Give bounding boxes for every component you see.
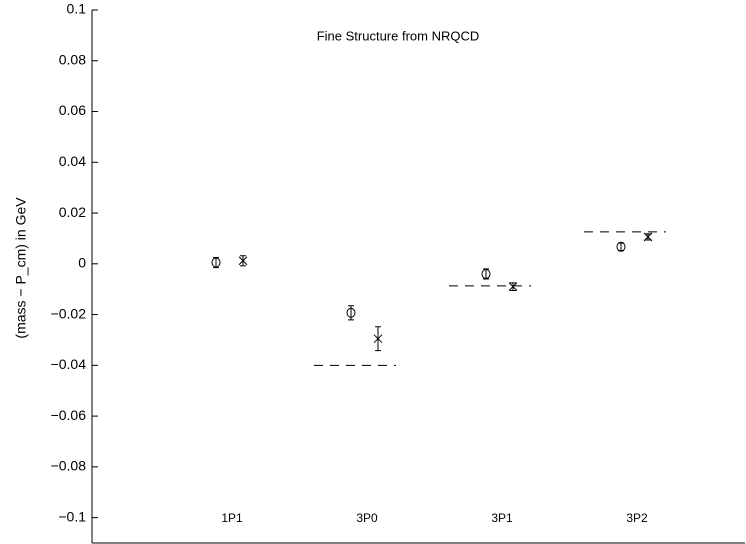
- circle-marker: [346, 307, 356, 318]
- x-marker: [238, 256, 248, 266]
- y-tick-label: −0.04: [51, 356, 87, 372]
- x-marker: [373, 334, 383, 344]
- x-tick-label: 3P1: [491, 511, 513, 525]
- y-tick-label: 0.02: [59, 204, 86, 220]
- error-bar: [618, 242, 624, 252]
- x-marker: [508, 282, 518, 292]
- y-tick-label: 0.08: [59, 51, 86, 67]
- x-tick-label: 3P0: [356, 511, 378, 525]
- circle-marker: [481, 268, 491, 279]
- y-tick-label: −0.08: [51, 458, 87, 474]
- circle-marker: [211, 257, 221, 268]
- y-tick-label: 0.06: [59, 102, 86, 118]
- x-tick-label: 1P1: [221, 511, 243, 525]
- y-tick-label: −0.1: [58, 508, 86, 524]
- chart-title: Fine Structure from NRQCD: [317, 28, 480, 43]
- y-tick-label: −0.02: [51, 305, 87, 321]
- x-tick-label: 3P2: [626, 511, 648, 525]
- y-tick-label: −0.06: [51, 407, 87, 423]
- y-axis-label: (mass − P_cm) in GeV: [13, 197, 29, 339]
- y-tick-label: 0.1: [67, 1, 87, 17]
- y-tick-label: 0: [78, 255, 86, 271]
- circle-marker: [616, 241, 626, 252]
- y-tick-label: 0.04: [59, 153, 86, 169]
- error-bar: [213, 256, 219, 269]
- error-bar: [483, 268, 489, 280]
- x-marker: [643, 232, 653, 242]
